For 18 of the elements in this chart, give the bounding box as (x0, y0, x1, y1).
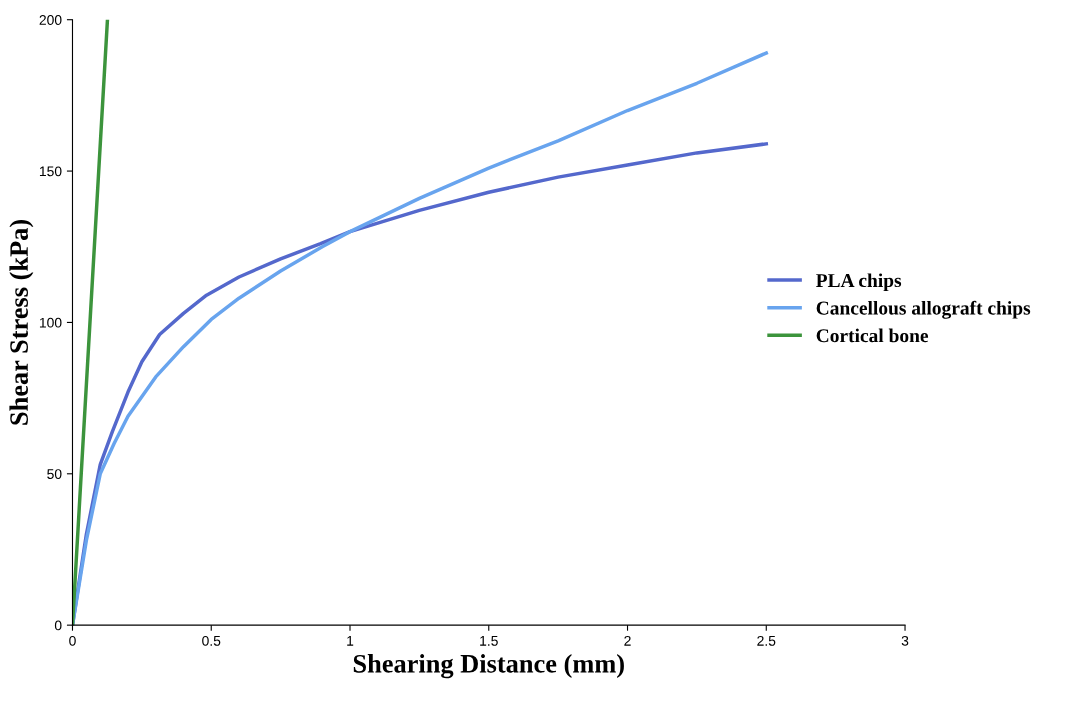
x-tick-label: 2 (624, 635, 631, 646)
y-tick-label: 0 (54, 620, 62, 631)
x-tick-label: 2.5 (757, 635, 776, 646)
legend-label: PLA chips (816, 273, 902, 292)
line-series (72, 51, 769, 626)
x-tick-label: 3 (901, 635, 909, 646)
x-axis-title: Shearing Distance (mm) (353, 654, 624, 679)
y-axis-title: Shear Stress (kPa) (9, 219, 34, 425)
legend-label: Cortical bone (816, 328, 929, 343)
legend-label: Cancellous allograft chips (816, 300, 1031, 319)
x-tick-label: 1 (347, 636, 354, 646)
x-tick-label: 1.5 (480, 636, 498, 646)
x-tick-label: 0 (69, 635, 76, 646)
y-tick-label: 200 (39, 15, 62, 25)
y-tick-label: 100 (39, 317, 62, 328)
y-tick-label: 150 (39, 166, 62, 177)
x-tick-label: 0.5 (202, 635, 221, 646)
y-tick-label: 50 (47, 469, 62, 479)
